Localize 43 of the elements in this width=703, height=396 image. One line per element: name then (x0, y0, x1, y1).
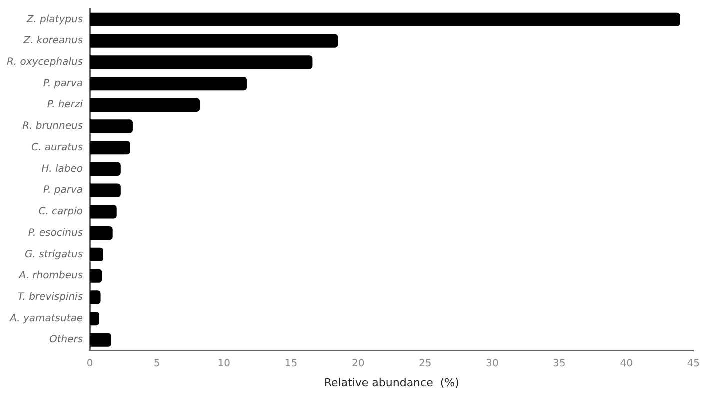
y-tick-label: Z. platypus (26, 14, 84, 26)
bar (90, 333, 112, 347)
bar (90, 184, 121, 198)
bar (90, 141, 130, 155)
bar (90, 162, 121, 176)
bar (90, 98, 200, 112)
bar (90, 56, 313, 70)
y-tick-label: A. yamatsutae (9, 313, 84, 324)
y-tick-label: A. rhombeus (18, 270, 84, 282)
bar (90, 205, 117, 219)
y-tick-label: P. esocinus (28, 228, 84, 239)
bar (90, 269, 102, 283)
y-tick-label: Z. koreanus (22, 36, 84, 47)
y-tick-label: Others (49, 334, 84, 346)
bar (90, 76, 247, 91)
x-tick-label: 35 (553, 358, 566, 370)
x-tick-label: 30 (486, 358, 499, 370)
bar (90, 312, 100, 326)
y-tick-label: G. strigatus (24, 249, 84, 260)
bar (90, 34, 338, 48)
y-tick-label: H. labeo (42, 164, 84, 175)
x-axis-title: Relative abundance (%) (324, 376, 460, 390)
y-tick-label: R. brunneus (22, 121, 84, 132)
x-tick-label: 15 (284, 358, 298, 370)
x-tick-label: 10 (218, 358, 231, 370)
bar (90, 226, 113, 240)
x-tick-label: 25 (419, 358, 432, 370)
x-tick-label: 0 (86, 358, 94, 370)
y-tick-label: R. oxycephalus (6, 57, 84, 68)
x-tick-label: 5 (154, 358, 160, 370)
x-tick-label: 40 (620, 358, 633, 370)
bar (90, 12, 680, 26)
y-tick-label: P. herzi (47, 100, 84, 111)
x-tick-label: 20 (352, 358, 365, 370)
bar (90, 248, 104, 262)
y-tick-label: T. brevispinis (18, 292, 84, 303)
y-tick-label: C. auratus (32, 142, 84, 154)
y-tick-label: P. parva (43, 185, 84, 196)
x-tick-label: 45 (687, 358, 700, 370)
y-tick-label: C. carpio (38, 206, 84, 218)
bar (90, 120, 133, 134)
y-tick-label: P. parva (43, 78, 84, 90)
bar (90, 290, 101, 304)
